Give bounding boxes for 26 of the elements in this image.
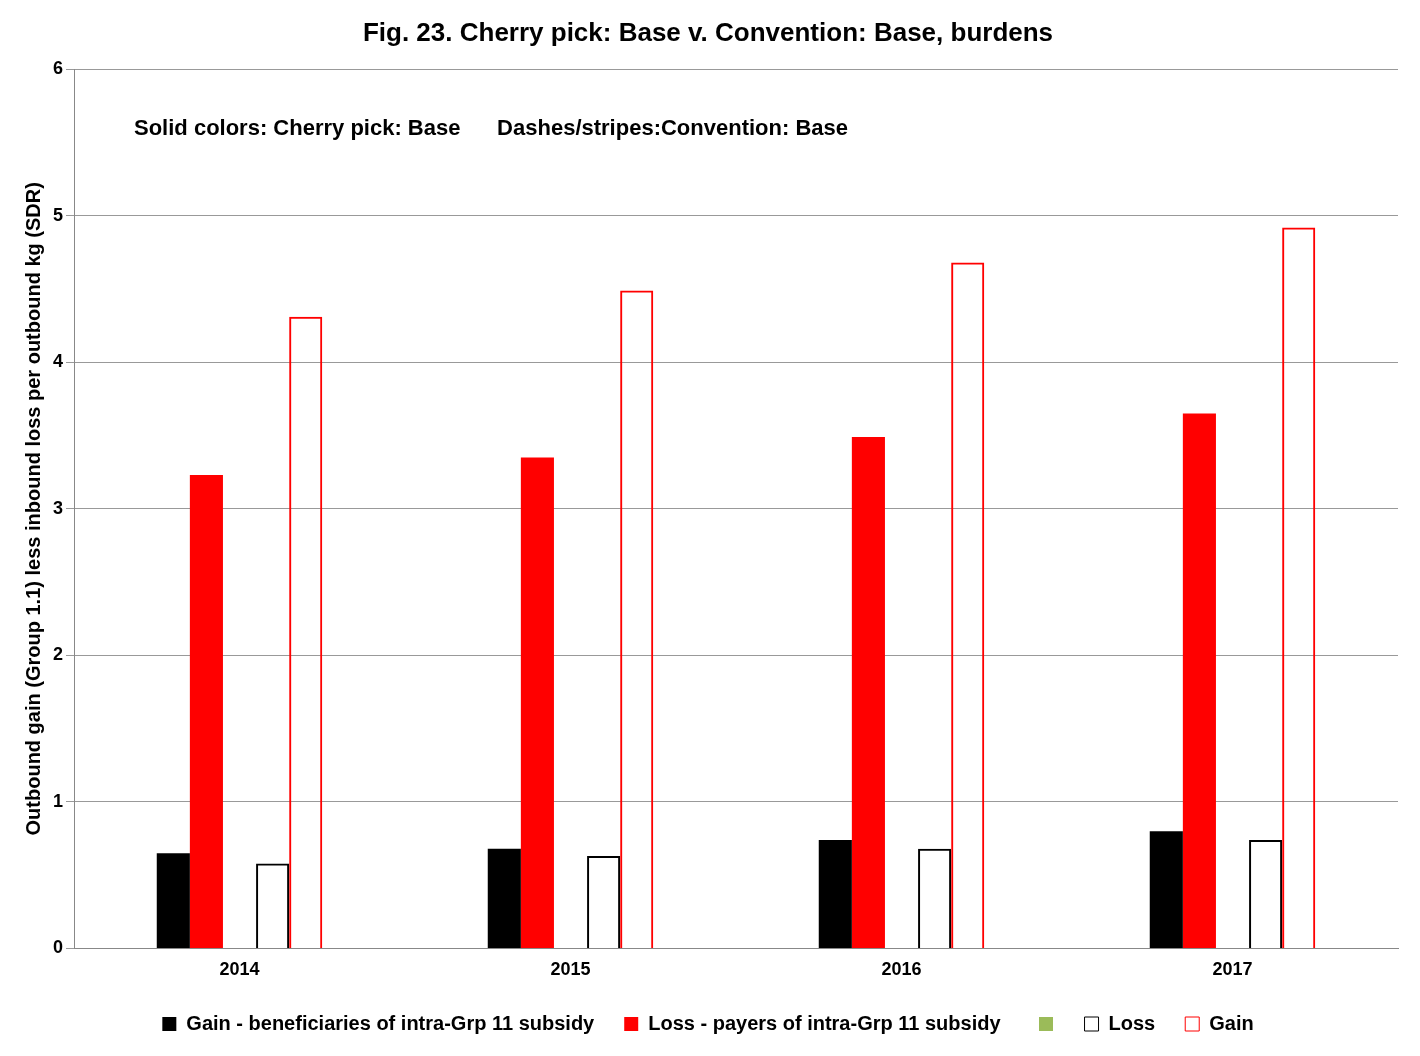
legend-label: Gain - beneficiaries of intra-Grp 11 subsidy <box>186 1011 596 1034</box>
y-tick-label: 0 <box>53 937 64 958</box>
legend-label: Loss <box>1108 1011 1156 1034</box>
bar <box>520 457 554 948</box>
y-tick-label: 6 <box>53 58 64 79</box>
x-tick-label: 2017 <box>1212 959 1253 980</box>
chart-title: Fig. 23. Cherry pick: Base v. Convention: Base, burdens <box>362 16 1054 47</box>
y-tick-label: 5 <box>53 204 64 225</box>
legend-label: Gain <box>1209 1011 1254 1034</box>
y-tick-label: 4 <box>53 351 64 372</box>
y-tick-label: 2 <box>53 644 64 665</box>
legend-label: Loss - payers of intra-Grp 11 subsidy <box>648 1011 1002 1034</box>
bar <box>1149 831 1183 948</box>
x-tick-label: 2014 <box>219 959 260 980</box>
x-tick-label: 2015 <box>550 959 591 980</box>
y-tick-label: 3 <box>53 497 64 518</box>
bar <box>1182 413 1216 948</box>
bar <box>818 839 852 948</box>
bar <box>189 475 223 948</box>
bar <box>156 853 190 948</box>
x-tick-label: 2016 <box>881 959 922 980</box>
annotation: Solid colors: Cherry pick: Base Dashes/stripes:Convention: Base <box>134 115 848 141</box>
y-axis-title: Outbound gain (Group 1.1) less inbound loss per outbound kg (SDR) <box>21 182 44 836</box>
bar <box>851 437 885 948</box>
bar <box>487 848 521 948</box>
y-tick-label: 1 <box>53 790 64 811</box>
